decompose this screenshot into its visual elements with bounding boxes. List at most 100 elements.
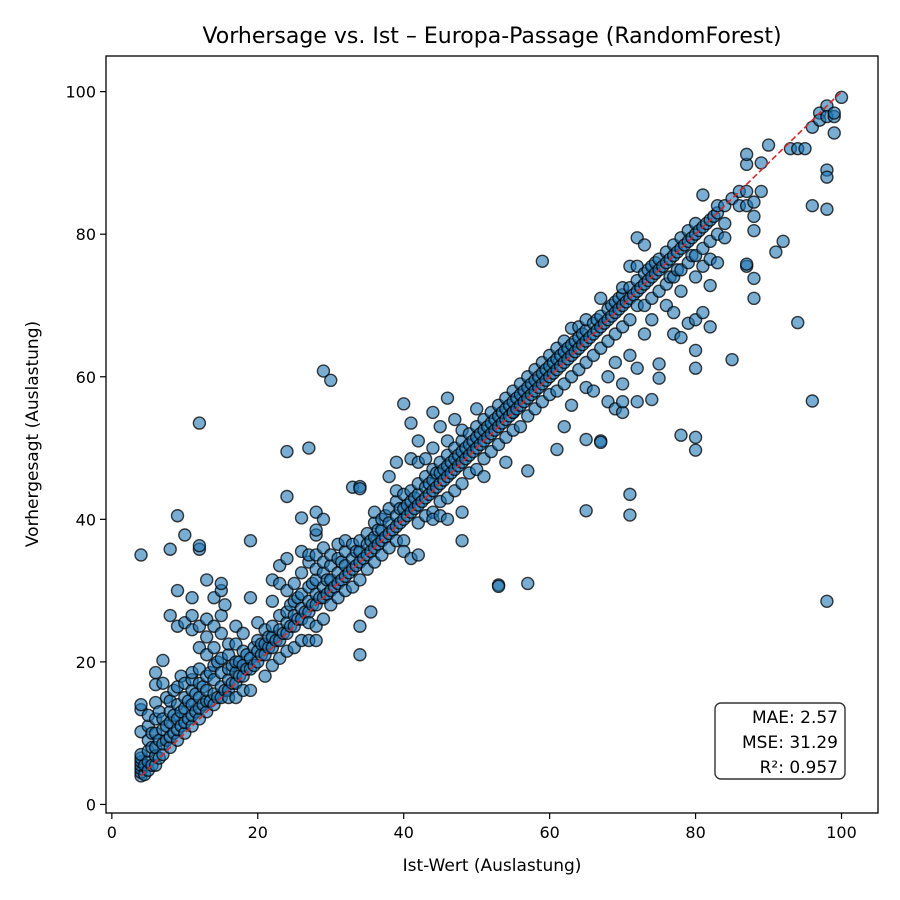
data-point-267 bbox=[353, 481, 367, 496]
data-point-506 bbox=[594, 435, 608, 450]
stats-mse: MSE: 31.29 bbox=[742, 733, 838, 753]
data-point-584 bbox=[674, 428, 688, 442]
data-point-48 bbox=[163, 542, 177, 556]
data-point-451 bbox=[535, 254, 550, 268]
data-point-575 bbox=[666, 305, 681, 320]
stats-mae: MAE: 2.57 bbox=[752, 708, 838, 728]
data-point-437 bbox=[521, 464, 535, 478]
data-point-358 bbox=[440, 391, 455, 405]
chart-title: Vorhersage vs. Ist – Europa-Passage (Ran… bbox=[202, 24, 781, 49]
data-point-633 bbox=[747, 223, 761, 238]
data-point-163 bbox=[258, 669, 272, 683]
x-axis-ticks: 0 20 40 60 80 100 bbox=[107, 813, 857, 842]
y-tick-label-80: 80 bbox=[76, 225, 96, 244]
data-point-302 bbox=[389, 455, 404, 469]
data-point-550 bbox=[637, 327, 652, 341]
data-point-478 bbox=[564, 398, 579, 412]
data-point-278 bbox=[364, 605, 378, 619]
data-point-410 bbox=[491, 579, 506, 594]
data-point-534 bbox=[623, 348, 637, 363]
data-point-29 bbox=[148, 665, 163, 680]
data-point-341 bbox=[426, 405, 440, 420]
data-point-109 bbox=[207, 640, 221, 655]
y-tick-label-60: 60 bbox=[76, 368, 96, 387]
x-tick-label-0: 0 bbox=[107, 823, 117, 842]
data-point-583 bbox=[674, 330, 688, 345]
data-point-202 bbox=[294, 511, 309, 525]
data-point-340 bbox=[426, 441, 440, 455]
data-point-295 bbox=[382, 469, 396, 484]
data-point-606 bbox=[696, 305, 710, 320]
data-point-200 bbox=[294, 566, 309, 580]
data-point-186 bbox=[280, 444, 294, 459]
data-point-10 bbox=[134, 548, 148, 562]
data-point-503 bbox=[594, 291, 608, 306]
data-point-563 bbox=[652, 357, 666, 371]
data-point-92 bbox=[192, 416, 207, 430]
data-point-360 bbox=[440, 512, 455, 527]
data-point-240 bbox=[324, 373, 338, 388]
x-axis-label: Ist-Wert (Auslastung) bbox=[403, 856, 582, 876]
reference-line-layer bbox=[140, 91, 843, 777]
x-tick-label-60: 60 bbox=[539, 823, 559, 842]
data-point-492 bbox=[579, 432, 593, 447]
data-point-79 bbox=[185, 608, 199, 623]
data-point-367 bbox=[448, 412, 462, 427]
data-point-193 bbox=[287, 576, 301, 591]
data-point-643 bbox=[791, 315, 805, 330]
data-point-637 bbox=[754, 156, 768, 170]
data-point-38 bbox=[156, 653, 170, 668]
data-point-603 bbox=[696, 188, 710, 202]
plot-frame bbox=[105, 55, 879, 814]
data-point-37 bbox=[156, 676, 170, 690]
x-tick-label-20: 20 bbox=[248, 823, 268, 842]
data-point-47 bbox=[163, 608, 177, 623]
data-point-619 bbox=[718, 216, 732, 231]
data-point-231 bbox=[316, 512, 331, 527]
data-point-582 bbox=[674, 284, 688, 298]
stats-box-frame bbox=[714, 702, 846, 780]
data-point-150 bbox=[243, 591, 258, 605]
data-point-595 bbox=[688, 270, 703, 284]
data-point-9 bbox=[134, 697, 148, 712]
data-point-102 bbox=[199, 573, 214, 587]
data-point-317 bbox=[404, 416, 418, 430]
data-point-634 bbox=[747, 271, 761, 286]
x-tick-label-80: 80 bbox=[685, 823, 705, 842]
reference-line bbox=[140, 91, 843, 777]
x-tick-label-100: 100 bbox=[826, 823, 857, 842]
data-point-627 bbox=[739, 147, 754, 162]
data-point-616 bbox=[710, 256, 725, 270]
data-point-210 bbox=[302, 441, 316, 455]
data-point-118 bbox=[214, 626, 228, 641]
y-tick-label-0: 0 bbox=[86, 795, 96, 814]
data-point-536 bbox=[623, 508, 637, 522]
data-point-658 bbox=[827, 106, 841, 120]
data-point-268 bbox=[353, 619, 367, 633]
data-point-611 bbox=[703, 278, 717, 293]
data-point-598 bbox=[688, 361, 703, 375]
data-point-121 bbox=[214, 576, 228, 591]
data-point-639 bbox=[769, 245, 783, 259]
data-point-326 bbox=[411, 434, 425, 448]
data-point-269 bbox=[353, 648, 367, 662]
data-point-309 bbox=[397, 397, 411, 411]
data-point-396 bbox=[477, 469, 491, 484]
data-point-548 bbox=[637, 238, 652, 252]
data-point-100 bbox=[199, 630, 214, 644]
data-point-638 bbox=[761, 138, 776, 152]
y-axis-ticks: 0 20 40 60 80 100 bbox=[65, 83, 106, 814]
data-point-543 bbox=[630, 361, 644, 375]
data-point-557 bbox=[645, 392, 659, 407]
data-point-597 bbox=[688, 343, 703, 358]
data-point-91 bbox=[192, 539, 207, 553]
data-point-471 bbox=[557, 419, 571, 434]
data-point-528 bbox=[615, 395, 630, 409]
data-point-493 bbox=[579, 504, 593, 518]
data-point-640 bbox=[776, 234, 790, 249]
data-point-629 bbox=[739, 257, 754, 271]
data-point-184 bbox=[280, 551, 294, 566]
data-point-631 bbox=[747, 209, 761, 224]
